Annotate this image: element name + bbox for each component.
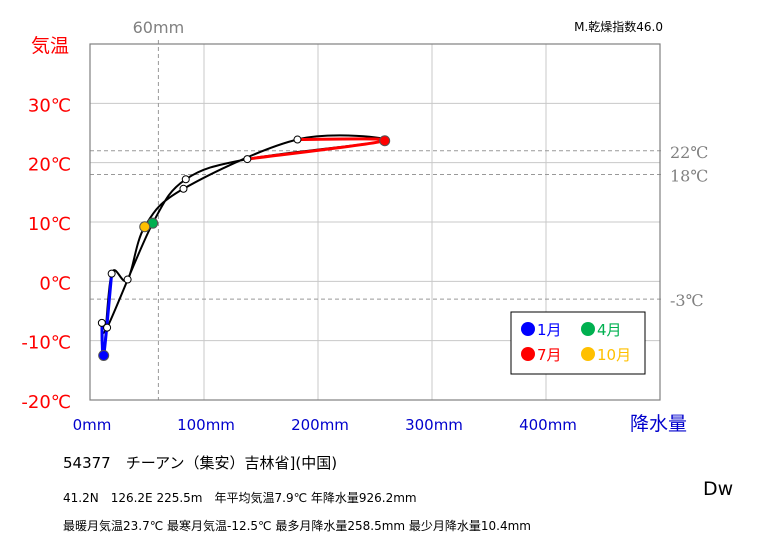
month-marker-10	[139, 221, 151, 233]
reference-label-temp: -3℃	[670, 291, 703, 310]
station-info-line2: 最暖月気温23.7℃ 最寒月気温-12.5℃ 最多月降水量258.5mm 最少月…	[63, 519, 531, 533]
legend-label: 10月	[597, 346, 631, 364]
legend-label: 1月	[537, 321, 562, 339]
month-point-9	[179, 184, 188, 193]
month-point-12	[107, 269, 116, 278]
legend-label: 4月	[597, 321, 622, 339]
station-info-line1: 41.2N 126.2E 225.5m 年平均気温7.9℃ 年降水量926.2m…	[63, 491, 417, 505]
legend-marker	[521, 347, 535, 361]
reference-label-temp: 22℃	[670, 143, 708, 162]
month-point-6	[243, 155, 252, 164]
month-point-11	[123, 275, 132, 284]
x-tick-label: 400mm	[519, 416, 577, 434]
legend-box	[510, 311, 646, 375]
reference-label-60mm: 60mm	[133, 18, 185, 37]
y-axis-label: 気温	[31, 35, 69, 57]
legend-marker	[581, 347, 595, 361]
month-marker-7	[379, 135, 391, 147]
month-point-5	[181, 175, 190, 184]
plot-frame	[89, 43, 661, 401]
x-tick-label: 0mm	[73, 416, 112, 434]
month-point-2	[97, 318, 106, 327]
month-point-3	[103, 323, 112, 332]
y-tick-label: 0℃	[39, 273, 71, 294]
month-point-8	[293, 135, 302, 144]
dryness-index: M.乾燥指数46.0	[574, 19, 663, 34]
x-axis-label: 降水量	[630, 413, 687, 435]
month-marker-1	[98, 350, 110, 361]
y-tick-label: 10℃	[28, 214, 71, 235]
y-tick-label: 30℃	[28, 95, 71, 116]
y-tick-label: -10℃	[21, 333, 71, 354]
reference-label-temp: 18℃	[670, 167, 708, 186]
station-title: 54377 チーアン（集安）吉林省](中国)	[63, 454, 338, 472]
legend-label: 7月	[537, 346, 562, 364]
x-tick-label: 300mm	[405, 416, 463, 434]
legend-marker	[521, 322, 535, 336]
x-tick-label: 200mm	[291, 416, 349, 434]
climate-code: Dw	[703, 478, 734, 500]
y-tick-label: 20℃	[28, 155, 71, 176]
x-tick-label: 100mm	[177, 416, 235, 434]
y-tick-label: -20℃	[21, 392, 71, 413]
legend-marker	[581, 322, 595, 336]
